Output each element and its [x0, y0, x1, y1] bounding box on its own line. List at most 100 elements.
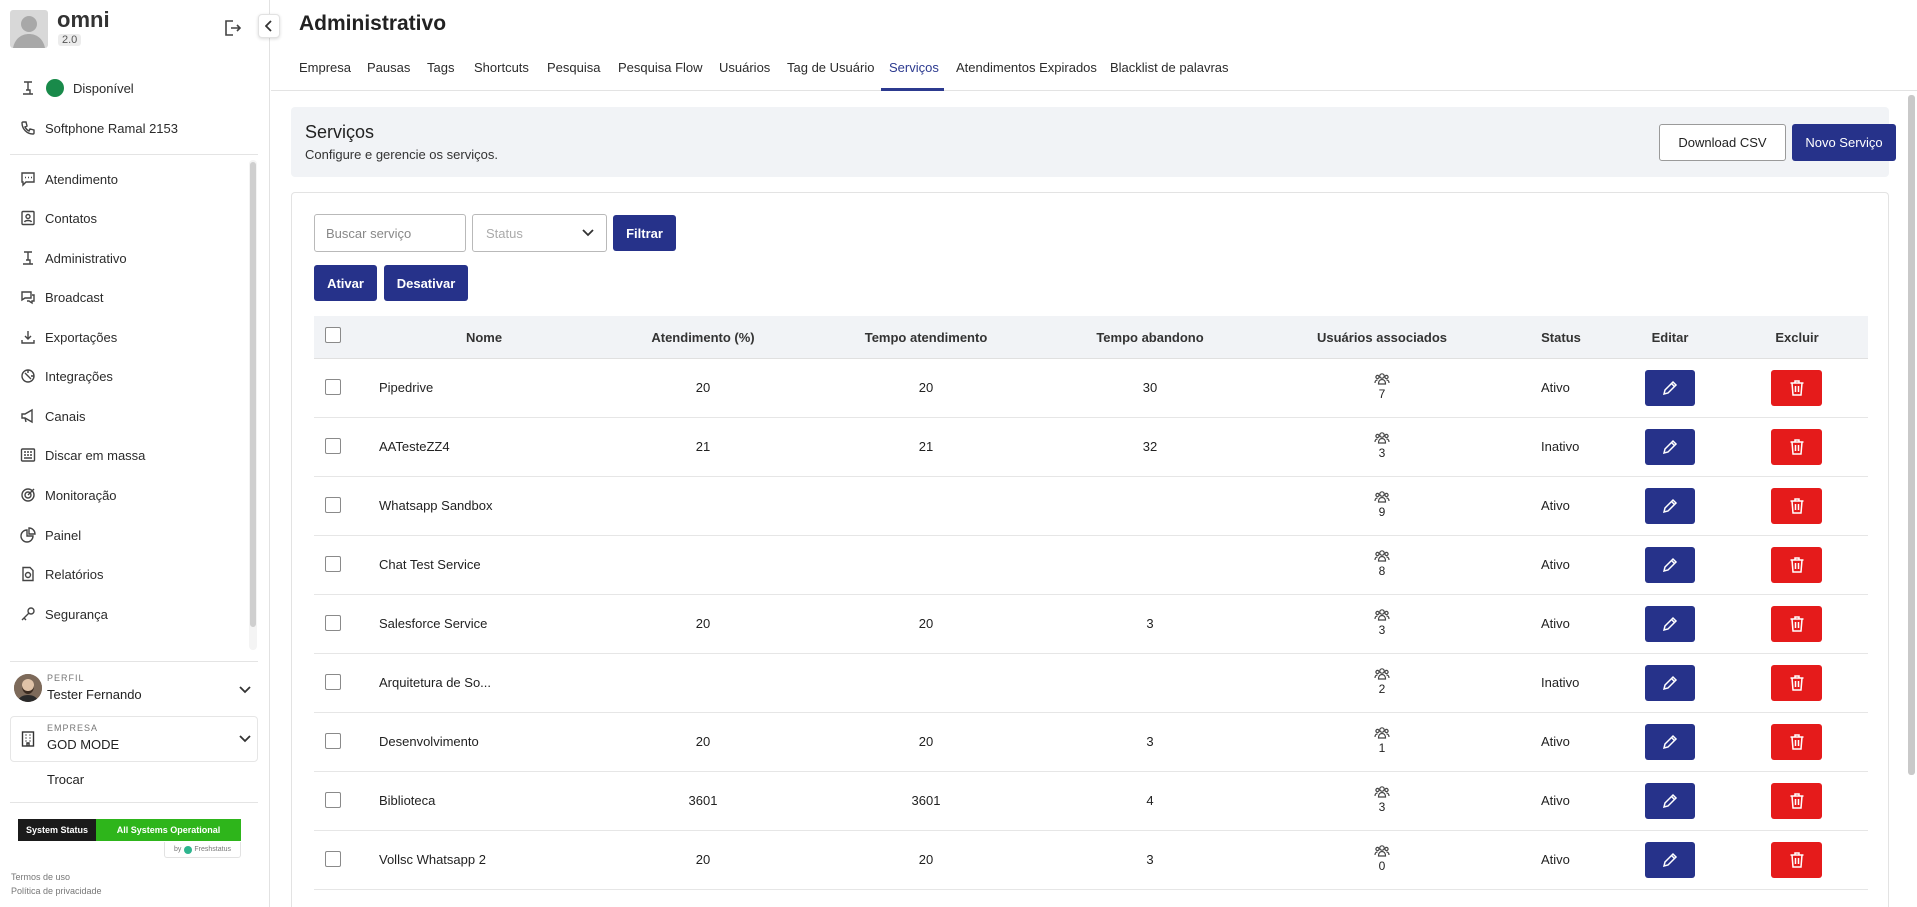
tab-atendimentos-expirados[interactable]: Atendimentos Expirados: [956, 60, 1097, 75]
sidebar-item-relatorios[interactable]: Relatórios: [20, 562, 104, 586]
edit-button[interactable]: [1645, 665, 1695, 701]
availability-status[interactable]: Disponível: [20, 76, 134, 100]
users-count: 3: [1378, 623, 1386, 637]
row-checkbox[interactable]: [325, 674, 341, 690]
delete-button[interactable]: [1771, 547, 1822, 583]
sidebar-item-integracoes[interactable]: Integrações: [20, 364, 113, 388]
sidebar-item-painel[interactable]: Painel: [20, 523, 81, 547]
delete-button[interactable]: [1771, 429, 1822, 465]
edit-button[interactable]: [1645, 783, 1695, 819]
associated-users[interactable]: 3: [1374, 785, 1390, 814]
edit-button[interactable]: [1645, 370, 1695, 406]
delete-button[interactable]: [1771, 842, 1822, 878]
tab-tags[interactable]: Tags: [427, 60, 455, 75]
sidebar-item-canais[interactable]: Canais: [20, 404, 85, 428]
row-checkbox[interactable]: [325, 733, 341, 749]
new-service-button[interactable]: Novo Serviço: [1792, 124, 1896, 161]
table-row: AATesteZZ4 21 21 32 3 Inativo: [314, 418, 1868, 477]
sidebar-item-atendimento[interactable]: Atendimento: [20, 167, 118, 191]
column-header[interactable]: Tempo atendimento: [864, 330, 988, 345]
delete-button[interactable]: [1771, 370, 1822, 406]
associated-users[interactable]: 3: [1374, 431, 1390, 460]
edit-button[interactable]: [1645, 606, 1695, 642]
logout-icon[interactable]: [222, 18, 242, 38]
freshstatus-badge[interactable]: by Freshstatus: [164, 842, 241, 858]
edit-button[interactable]: [1645, 842, 1695, 878]
column-header[interactable]: Tempo abandono: [1096, 330, 1204, 345]
tab-pesquisa-flow[interactable]: Pesquisa Flow: [618, 60, 703, 75]
download-csv-button[interactable]: Download CSV: [1659, 124, 1786, 161]
deactivate-button[interactable]: Desativar: [384, 265, 468, 301]
sidebar-item-broadcast[interactable]: Broadcast: [20, 285, 104, 309]
attendance-percent: 20: [695, 380, 711, 395]
row-checkbox[interactable]: [325, 556, 341, 572]
tab-shortcuts[interactable]: Shortcuts: [474, 60, 529, 75]
row-checkbox[interactable]: [325, 379, 341, 395]
search-input[interactable]: Buscar serviço: [314, 214, 466, 252]
tab-empresa[interactable]: Empresa: [299, 60, 352, 75]
table-header: Nome Atendimento (%) Tempo atendimento T…: [314, 316, 1868, 359]
associated-users[interactable]: 8: [1374, 549, 1390, 578]
attendance-time: 3601: [911, 793, 941, 808]
column-header[interactable]: Status: [1541, 330, 1581, 345]
select-all-checkbox[interactable]: [325, 327, 341, 343]
sidebar-item-seguranca[interactable]: Segurança: [20, 602, 108, 626]
privacy-link[interactable]: Política de privacidade: [11, 886, 102, 896]
activate-button[interactable]: Ativar: [314, 265, 377, 301]
delete-button[interactable]: [1771, 665, 1822, 701]
row-checkbox[interactable]: [325, 792, 341, 808]
switch-company-link[interactable]: Trocar: [47, 772, 85, 787]
desk-lamp-icon: [23, 251, 33, 265]
collapse-sidebar-button[interactable]: [258, 14, 280, 38]
associated-users[interactable]: 7: [1374, 372, 1390, 401]
integration-icon: [21, 369, 35, 383]
delete-button[interactable]: [1771, 724, 1822, 760]
sidebar-item-discar-em-massa[interactable]: Discar em massa: [20, 443, 145, 467]
edit-button[interactable]: [1645, 724, 1695, 760]
delete-button[interactable]: [1771, 488, 1822, 524]
associated-users[interactable]: 1: [1374, 726, 1390, 755]
building-icon: [21, 731, 35, 747]
column-header[interactable]: Usuários associados: [1316, 330, 1448, 345]
profile-selector[interactable]: PERFIL Tester Fernando: [10, 668, 260, 712]
associated-users[interactable]: 9: [1374, 490, 1390, 519]
tab-servicos[interactable]: Serviços: [889, 60, 939, 75]
row-checkbox[interactable]: [325, 851, 341, 867]
filter-button[interactable]: Filtrar: [613, 215, 676, 251]
status-dot: [46, 79, 64, 97]
service-name: Salesforce Service: [379, 616, 488, 631]
terms-link[interactable]: Termos de uso: [11, 872, 71, 882]
associated-users[interactable]: 2: [1374, 667, 1390, 696]
company-selector[interactable]: EMPRESA GOD MODE: [10, 716, 258, 762]
megaphone-icon: [21, 408, 33, 424]
column-header[interactable]: Nome: [465, 330, 503, 345]
system-status-widget[interactable]: System Status All Systems Operational: [18, 819, 241, 841]
row-checkbox[interactable]: [325, 497, 341, 513]
contacts-icon: [21, 210, 35, 226]
tab-pesquisa[interactable]: Pesquisa: [547, 60, 601, 75]
tab-tag-de-usuario[interactable]: Tag de Usuário: [787, 60, 875, 75]
column-header[interactable]: Atendimento (%): [651, 330, 755, 345]
edit-button[interactable]: [1645, 488, 1695, 524]
delete-button[interactable]: [1771, 783, 1822, 819]
tab-blacklist-de-palavras[interactable]: Blacklist de palavras: [1110, 60, 1229, 75]
sidebar-scrollbar[interactable]: [250, 162, 256, 627]
sidebar-item-administrativo[interactable]: Administrativo: [20, 246, 127, 270]
row-checkbox[interactable]: [325, 438, 341, 454]
page-scrollbar[interactable]: [1908, 95, 1915, 775]
sidebar-item-contatos[interactable]: Contatos: [20, 206, 97, 230]
associated-users[interactable]: 0: [1374, 844, 1390, 873]
tab-pausas[interactable]: Pausas: [367, 60, 411, 75]
sidebar-item-monitoracao[interactable]: Monitoração: [20, 483, 117, 507]
softphone[interactable]: Softphone Ramal 2153: [20, 116, 178, 140]
edit-button[interactable]: [1645, 547, 1695, 583]
delete-button[interactable]: [1771, 606, 1822, 642]
pencil-icon: [1662, 852, 1678, 868]
sidebar-item-exportacoes[interactable]: Exportações: [20, 325, 117, 349]
edit-button[interactable]: [1645, 429, 1695, 465]
report-icon: [22, 566, 34, 582]
associated-users[interactable]: 3: [1374, 608, 1390, 637]
status-select[interactable]: Status: [472, 214, 607, 252]
row-checkbox[interactable]: [325, 615, 341, 631]
tab-usuarios[interactable]: Usuários: [719, 60, 771, 75]
